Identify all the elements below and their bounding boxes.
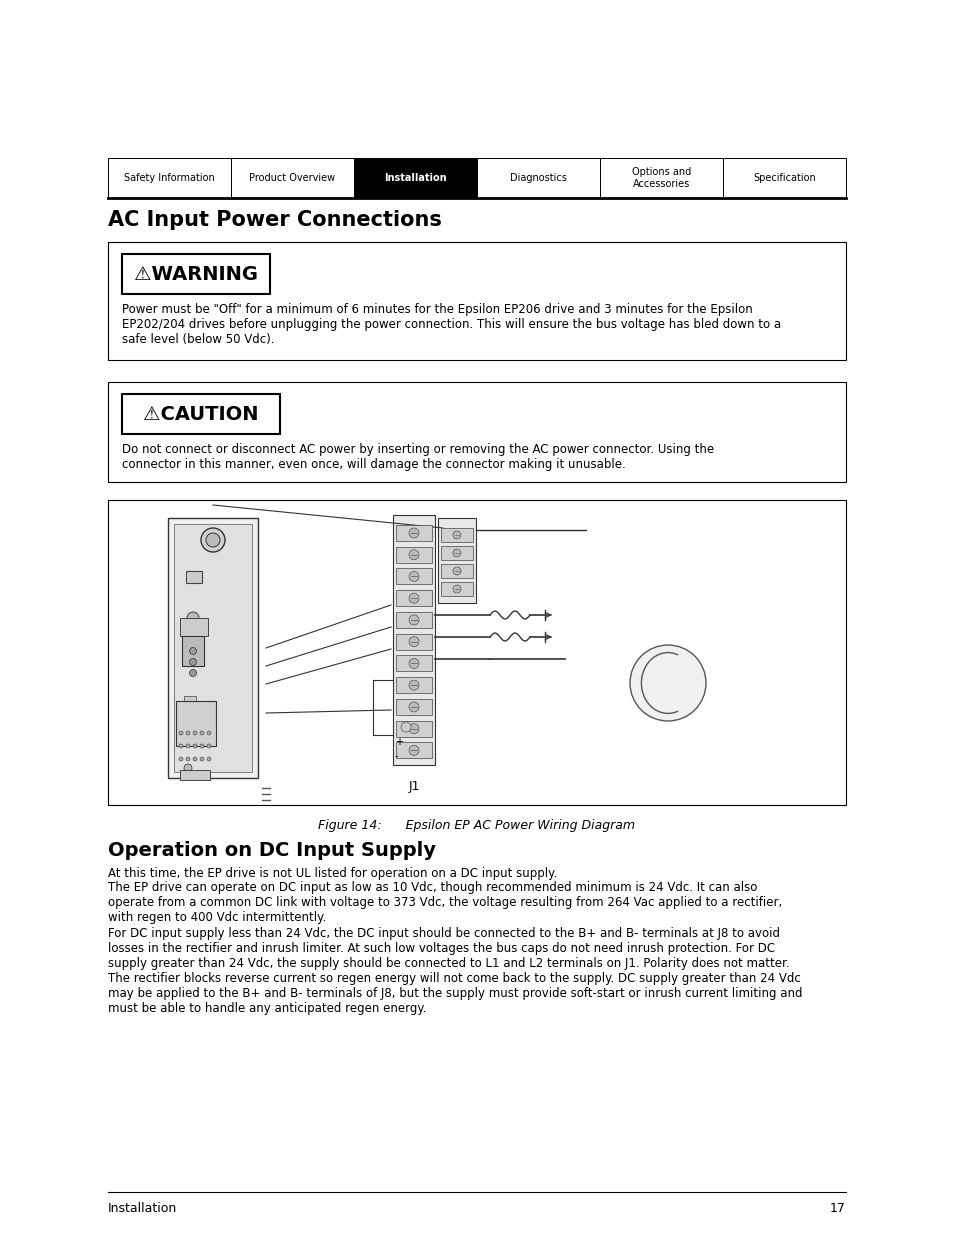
- Text: Do not connect or disconnect AC power by inserting or removing the AC power conn: Do not connect or disconnect AC power by…: [122, 443, 714, 471]
- Circle shape: [179, 757, 183, 761]
- Circle shape: [409, 658, 418, 668]
- Text: Installation: Installation: [384, 173, 446, 183]
- Circle shape: [200, 743, 204, 748]
- Bar: [395, 634, 432, 650]
- Circle shape: [409, 593, 418, 603]
- Circle shape: [190, 658, 196, 666]
- Circle shape: [187, 613, 199, 624]
- Bar: [395, 742, 432, 758]
- Bar: [108, 500, 845, 805]
- Text: ⚠WARNING: ⚠WARNING: [133, 264, 257, 284]
- Circle shape: [201, 529, 225, 552]
- Circle shape: [193, 757, 196, 761]
- Bar: [440, 582, 473, 597]
- Circle shape: [193, 731, 196, 735]
- Circle shape: [453, 550, 460, 557]
- Bar: [395, 568, 432, 584]
- Bar: [395, 699, 432, 715]
- Bar: [722, 158, 845, 198]
- Circle shape: [409, 746, 418, 756]
- Text: +: +: [395, 737, 402, 747]
- Circle shape: [409, 724, 418, 734]
- Bar: [108, 242, 845, 359]
- Bar: [173, 524, 252, 772]
- Bar: [231, 158, 354, 198]
- Circle shape: [179, 743, 183, 748]
- Bar: [122, 394, 280, 433]
- Bar: [440, 529, 473, 542]
- Bar: [440, 546, 473, 559]
- Bar: [186, 571, 202, 583]
- Circle shape: [186, 731, 190, 735]
- Text: -: -: [395, 751, 398, 761]
- Circle shape: [409, 637, 418, 647]
- Circle shape: [207, 743, 211, 748]
- Text: Figure 14:      Epsilon EP AC Power Wiring Diagram: Figure 14: Epsilon EP AC Power Wiring Di…: [318, 819, 635, 832]
- Text: Diagnostics: Diagnostics: [510, 173, 566, 183]
- Circle shape: [190, 669, 196, 677]
- Bar: [395, 547, 432, 563]
- Bar: [440, 564, 473, 578]
- Circle shape: [409, 550, 418, 559]
- Circle shape: [186, 757, 190, 761]
- Bar: [395, 525, 432, 541]
- Bar: [184, 708, 195, 716]
- Circle shape: [453, 567, 460, 576]
- Circle shape: [207, 757, 211, 761]
- Bar: [184, 697, 195, 704]
- Circle shape: [453, 531, 460, 538]
- Bar: [175, 701, 215, 746]
- Text: Options and
Accessories: Options and Accessories: [631, 167, 690, 189]
- Bar: [437, 517, 476, 603]
- Circle shape: [629, 645, 705, 721]
- Bar: [395, 656, 432, 672]
- Bar: [122, 254, 270, 294]
- Bar: [168, 517, 257, 778]
- Bar: [395, 721, 432, 736]
- Circle shape: [207, 731, 211, 735]
- Bar: [180, 618, 208, 636]
- Circle shape: [186, 743, 190, 748]
- Bar: [395, 590, 432, 606]
- Circle shape: [184, 764, 192, 772]
- Circle shape: [409, 615, 418, 625]
- Bar: [599, 158, 722, 198]
- Circle shape: [400, 722, 411, 732]
- Text: At this time, the EP drive is not UL listed for operation on a DC input supply.: At this time, the EP drive is not UL lis…: [108, 867, 557, 881]
- Bar: [354, 158, 476, 198]
- Circle shape: [200, 757, 204, 761]
- Text: The EP drive can operate on DC input as low as 10 Vdc, though recommended minimu: The EP drive can operate on DC input as …: [108, 881, 781, 924]
- Circle shape: [409, 701, 418, 711]
- Text: AC Input Power Connections: AC Input Power Connections: [108, 210, 441, 230]
- Circle shape: [453, 585, 460, 593]
- Bar: [108, 158, 231, 198]
- Text: J1: J1: [408, 781, 419, 793]
- Bar: [182, 636, 204, 666]
- Text: Power must be "Off" for a minimum of 6 minutes for the Epsilon EP206 drive and 3: Power must be "Off" for a minimum of 6 m…: [122, 303, 781, 346]
- Text: Installation: Installation: [108, 1202, 177, 1215]
- Text: Specification: Specification: [752, 173, 815, 183]
- Bar: [395, 613, 432, 627]
- Bar: [476, 158, 599, 198]
- Circle shape: [200, 731, 204, 735]
- Bar: [108, 382, 845, 482]
- Bar: [395, 677, 432, 693]
- Circle shape: [193, 743, 196, 748]
- Circle shape: [179, 731, 183, 735]
- Text: ⚠CAUTION: ⚠CAUTION: [143, 405, 258, 424]
- Text: Product Overview: Product Overview: [249, 173, 335, 183]
- Text: For DC input supply less than 24 Vdc, the DC input should be connected to the B+: For DC input supply less than 24 Vdc, th…: [108, 927, 801, 1015]
- Circle shape: [409, 680, 418, 690]
- Text: 17: 17: [829, 1202, 845, 1215]
- Bar: [393, 515, 435, 764]
- Bar: [180, 769, 210, 781]
- Text: Operation on DC Input Supply: Operation on DC Input Supply: [108, 841, 436, 860]
- Circle shape: [409, 529, 418, 538]
- Circle shape: [190, 647, 196, 655]
- Circle shape: [206, 534, 220, 547]
- Circle shape: [409, 572, 418, 582]
- Text: Safety Information: Safety Information: [124, 173, 214, 183]
